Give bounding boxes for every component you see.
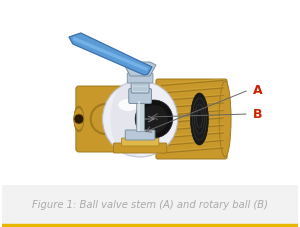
FancyBboxPatch shape [125, 130, 155, 140]
Ellipse shape [74, 114, 84, 124]
FancyBboxPatch shape [76, 86, 131, 152]
Ellipse shape [74, 108, 84, 130]
Bar [2, 185, 298, 227]
Text: Figure 1: Ball valve stem (A) and rotary ball (B): Figure 1: Ball valve stem (A) and rotary… [32, 200, 268, 210]
Polygon shape [69, 33, 152, 75]
Circle shape [103, 81, 178, 157]
FancyBboxPatch shape [129, 89, 152, 104]
FancyBboxPatch shape [121, 138, 159, 146]
Bar [136, 101, 144, 131]
Ellipse shape [74, 106, 84, 132]
Circle shape [135, 100, 173, 138]
FancyBboxPatch shape [131, 79, 149, 93]
Text: B: B [253, 108, 262, 121]
Ellipse shape [110, 81, 150, 157]
FancyBboxPatch shape [113, 143, 167, 153]
Ellipse shape [190, 93, 208, 145]
Ellipse shape [219, 81, 231, 157]
Polygon shape [124, 62, 156, 76]
Text: A: A [253, 84, 262, 96]
Ellipse shape [118, 99, 138, 111]
Circle shape [140, 105, 168, 133]
FancyBboxPatch shape [156, 79, 227, 159]
FancyBboxPatch shape [127, 73, 153, 83]
